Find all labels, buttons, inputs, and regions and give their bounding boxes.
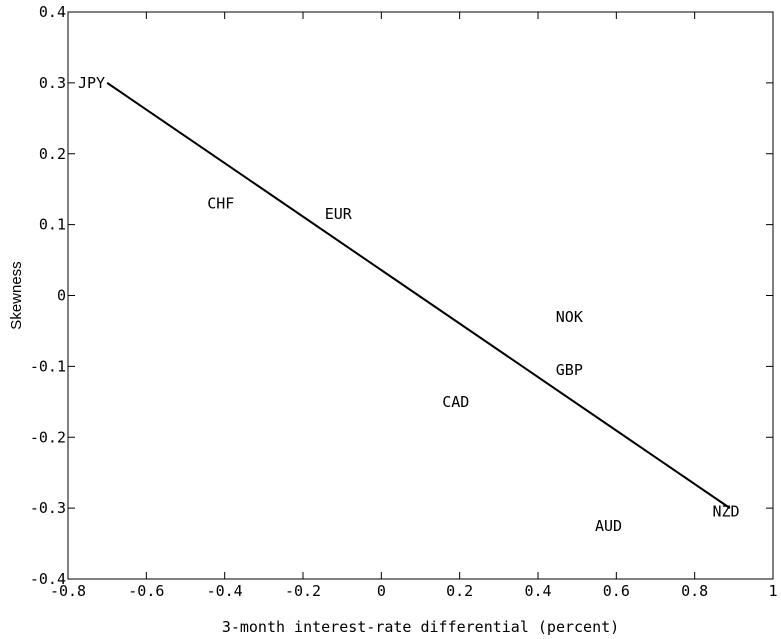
point-label-eur: EUR bbox=[325, 205, 353, 223]
x-tick-label: -0.8 bbox=[50, 582, 86, 600]
y-axis-ticks: 0.4 0.3 0.2 0.1 0 -0.1 -0.2 -0.3 -0.4 bbox=[30, 3, 773, 588]
y-tick-label: 0 bbox=[57, 287, 66, 305]
point-label-cad: CAD bbox=[442, 393, 469, 411]
y-tick-label: -0.1 bbox=[30, 357, 66, 375]
y-tick-label: -0.4 bbox=[30, 570, 66, 588]
y-tick-label: 0.1 bbox=[39, 216, 66, 234]
x-tick-label: 0.8 bbox=[681, 582, 708, 600]
x-tick-label: 0.4 bbox=[524, 582, 551, 600]
data-point-labels: JPY CHF EUR NOK GBP CAD AUD NZD bbox=[78, 74, 740, 535]
x-tick-label: 0.6 bbox=[603, 582, 630, 600]
x-axis-ticks: -0.8 -0.6 -0.4 -0.2 0 0.2 0.4 0.6 0.8 1 bbox=[50, 12, 778, 600]
axes-frame bbox=[67, 11, 774, 580]
y-tick-label: 0.2 bbox=[39, 145, 66, 163]
point-label-nzd: NZD bbox=[712, 503, 739, 521]
y-tick-label: 0.3 bbox=[39, 74, 66, 92]
x-tick-label: -0.6 bbox=[128, 582, 164, 600]
regression-line bbox=[106, 82, 731, 509]
point-label-nok: NOK bbox=[556, 308, 583, 326]
x-tick-label: 0 bbox=[377, 582, 386, 600]
point-label-aud: AUD bbox=[595, 517, 622, 535]
y-tick-label: 0.4 bbox=[39, 3, 66, 21]
y-axis-label: Skewness bbox=[8, 261, 25, 329]
point-label-chf: CHF bbox=[207, 194, 234, 212]
point-label-jpy: JPY bbox=[78, 74, 105, 92]
y-tick-label: -0.2 bbox=[30, 428, 66, 446]
x-tick-label: -0.2 bbox=[285, 582, 321, 600]
x-tick-label: 0.2 bbox=[446, 582, 473, 600]
point-label-gbp: GBP bbox=[556, 361, 583, 379]
plot-area bbox=[67, 11, 774, 580]
y-tick-label: -0.3 bbox=[30, 499, 66, 517]
x-axis-label: 3-month interest-rate differential (perc… bbox=[222, 618, 619, 636]
x-tick-label: -0.4 bbox=[207, 582, 243, 600]
x-tick-label: 1 bbox=[768, 582, 777, 600]
